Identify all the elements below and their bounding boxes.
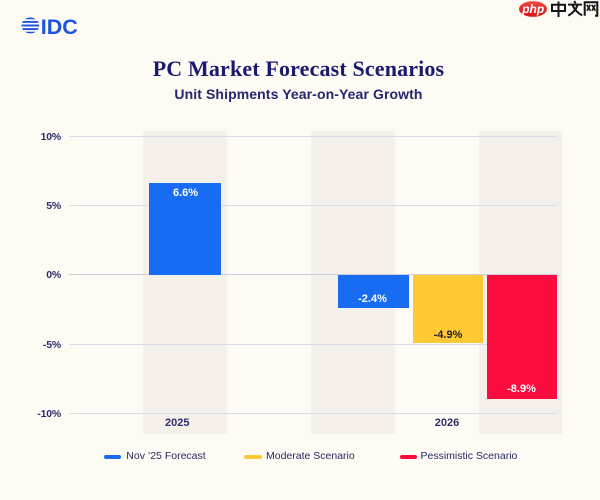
svg-text:IDC: IDC <box>41 15 78 39</box>
svg-text:php: php <box>521 2 544 16</box>
